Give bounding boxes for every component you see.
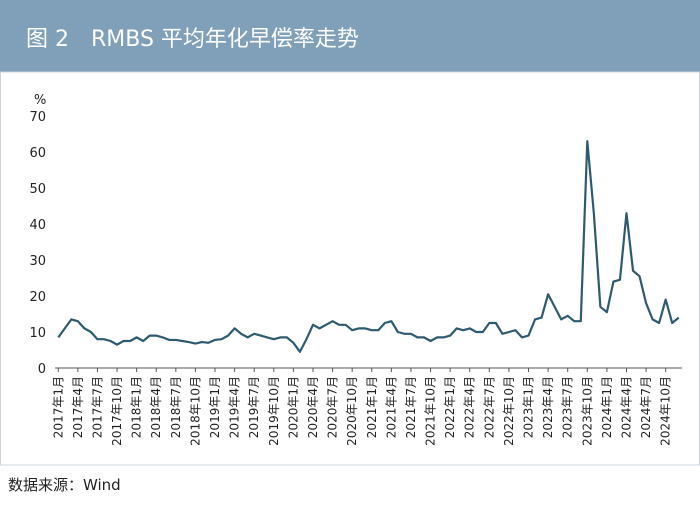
x-tick-label: 2023年10月 (580, 376, 594, 446)
x-tick-label: 2024年7月 (639, 376, 653, 438)
x-tick-label: 2022年1月 (443, 376, 457, 438)
x-tick-label: 2018年10月 (188, 376, 202, 446)
x-tick-label: 2022年10月 (502, 376, 516, 446)
x-tick-label: 2023年4月 (541, 376, 555, 438)
chart-title: 图 2 RMBS 平均年化早偿率走势 (26, 27, 359, 52)
x-tick-label: 2021年10月 (424, 376, 438, 446)
y-unit: % (34, 93, 46, 108)
y-tick-label: 70 (29, 110, 46, 125)
x-tick-label: 2017年4月 (71, 376, 85, 438)
x-tick-label: 2019年10月 (267, 376, 281, 446)
x-tick-label: 2020年1月 (286, 376, 300, 438)
y-tick-label: 40 (29, 218, 46, 233)
x-tick-label: 2018年4月 (149, 376, 163, 438)
x-tick-label: 2021年7月 (404, 376, 418, 438)
y-tick-label: 20 (29, 290, 46, 305)
x-tick-label: 2023年7月 (561, 376, 575, 438)
data-line (57, 140, 680, 353)
x-tick-label: 2021年1月 (365, 376, 379, 438)
source: 数据来源：Wind (8, 476, 121, 494)
x-tick-label: 2019年4月 (228, 376, 242, 438)
y-tick-label: 60 (29, 146, 46, 161)
y-tick-label: 10 (29, 326, 46, 341)
x-tick-label: 2020年4月 (306, 376, 320, 438)
x-tick-label: 2017年7月 (90, 376, 104, 438)
y-tick-label: 30 (29, 254, 46, 269)
x-tick-label: 2022年4月 (463, 376, 477, 438)
y-tick-label: 0 (38, 362, 46, 377)
x-tick-label: 2024年1月 (600, 376, 614, 438)
y-tick-label: 50 (29, 182, 46, 197)
x-tick-label: 2019年7月 (247, 376, 261, 438)
x-tick-label: 2021年4月 (384, 376, 398, 438)
x-tick-label: 2023年1月 (522, 376, 536, 438)
x-tick-label: 2022年7月 (482, 376, 496, 438)
x-tick-label: 2017年1月 (51, 376, 65, 438)
x-tick-label: 2020年7月 (326, 376, 340, 438)
x-tick-label: 2024年4月 (619, 376, 633, 438)
header-bar (0, 0, 700, 72)
x-tick-label: 2017年10月 (110, 376, 124, 446)
x-tick-label: 2024年10月 (659, 376, 673, 446)
x-tick-label: 2019年1月 (208, 376, 222, 438)
x-tick-label: 2020年10月 (345, 376, 359, 446)
x-tick-label: 2018年7月 (169, 376, 183, 438)
x-tick-label: 2018年1月 (130, 376, 144, 438)
